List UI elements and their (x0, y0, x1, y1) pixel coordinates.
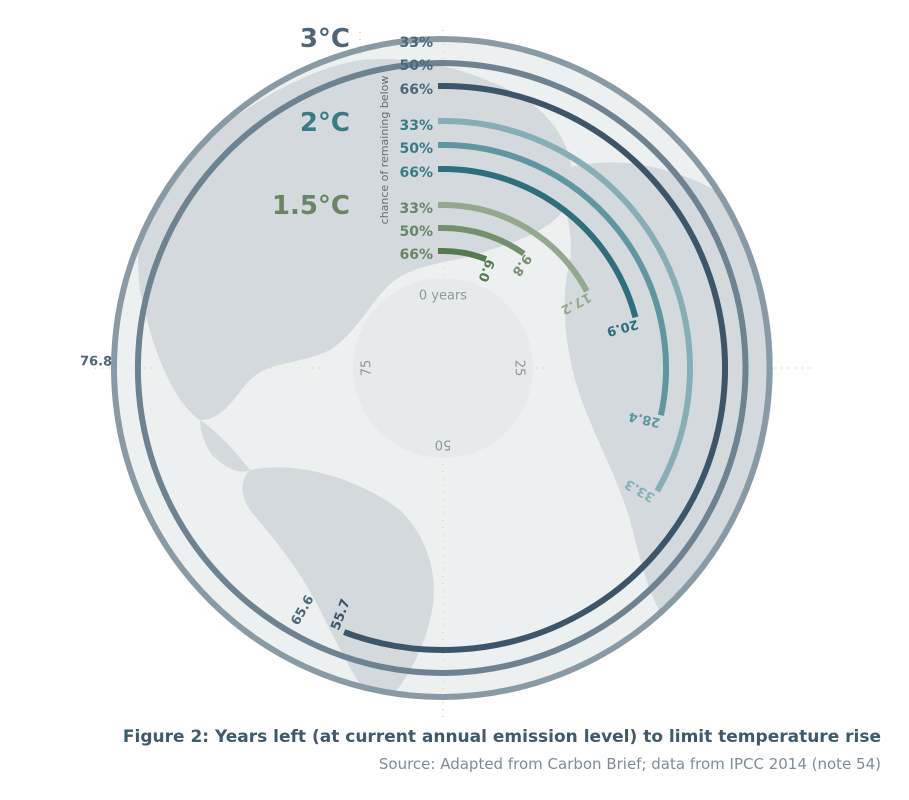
arc-2-c-33 (438, 118, 694, 493)
group-label-1-5-c: 1.5°C (272, 191, 350, 221)
arc-2-c-50 (438, 142, 669, 416)
probability-label-3-c-33: 33% (399, 35, 433, 51)
axis-tick-0: 0 years (419, 289, 467, 304)
axis-title: chance of remaining below (378, 76, 391, 225)
figure-caption-source: Source: Adapted from Carbon Brief; data … (378, 755, 881, 773)
axis-tick-25: 25 (512, 360, 527, 377)
arc-1-5-c-33 (438, 202, 590, 293)
arc-1-5-c-66 (438, 248, 488, 263)
probability-label-2-c-50: 50% (399, 141, 433, 157)
probability-label-1-5-c-50: 50% (399, 224, 433, 240)
probability-label-3-c-66: 66% (399, 82, 433, 98)
center-disc (353, 278, 533, 458)
group-label-3-c: 3°C (300, 24, 350, 54)
probability-label-1-5-c-33: 33% (399, 201, 433, 217)
arc-3-c-66 (343, 83, 728, 653)
axis-tick-75: 75 (360, 360, 375, 377)
group-label-2-c: 2°C (300, 108, 350, 138)
probability-label-1-5-c-66: 66% (399, 247, 433, 263)
probability-label-3-c-50: 50% (399, 58, 433, 74)
arc-1-5-c-50 (438, 225, 526, 257)
wrap-value-label-1: 76.8 (80, 354, 112, 370)
arc-layer (111, 35, 773, 701)
probability-label-2-c-33: 33% (399, 118, 433, 134)
probability-label-2-c-66: 66% (399, 165, 433, 181)
arc-3-c-33 (111, 35, 773, 701)
value-label-2-c-50: 28.4 (627, 408, 662, 429)
figure-caption-title: Figure 2: Years left (at current annual … (122, 727, 881, 747)
axis-tick-50: 50 (435, 437, 452, 452)
arc-3-c-50 (135, 59, 749, 677)
arc-2-c-66 (438, 166, 639, 319)
